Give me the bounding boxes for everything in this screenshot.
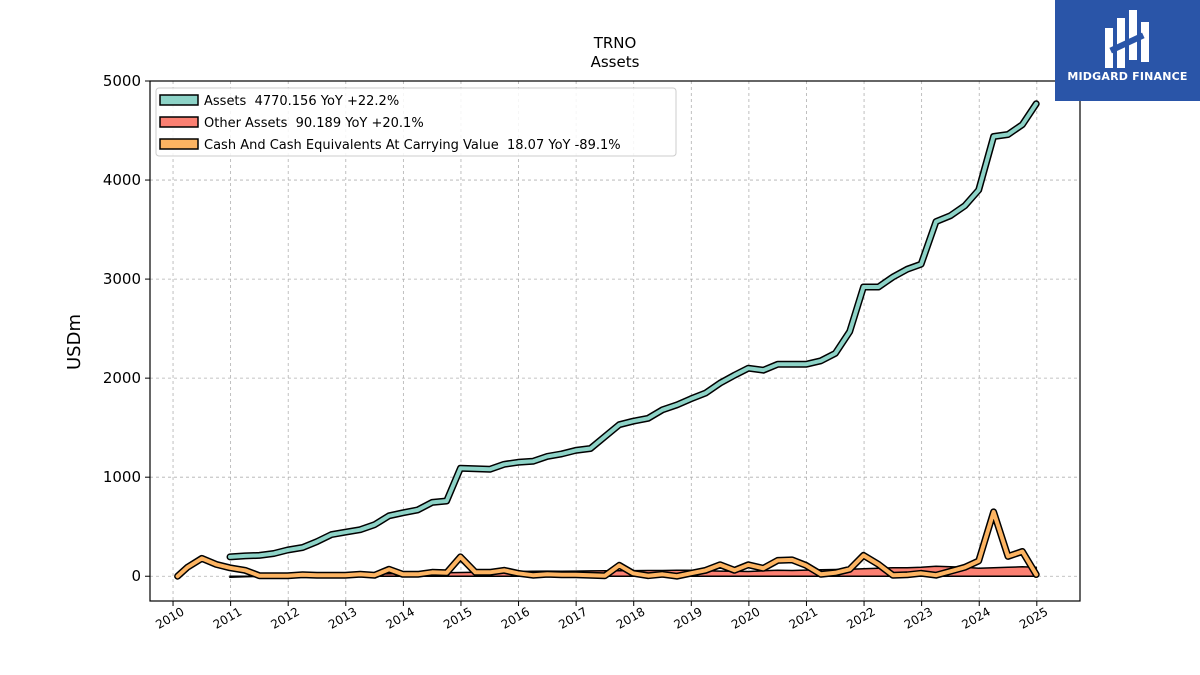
series-line-2 <box>175 509 1039 579</box>
midgard-logo-icon <box>1105 10 1149 68</box>
legend-swatch <box>159 94 199 106</box>
logo-wordmark: MIDGARD FINANCE <box>1067 70 1188 83</box>
plot-frame <box>149 80 1081 602</box>
legend-swatch <box>159 116 199 128</box>
series-lines <box>174 100 1040 580</box>
y-tick-label: 2000 <box>103 369 141 387</box>
legend-label: Assets 4770.156 YoY +22.2% <box>204 94 399 109</box>
y-tick-label: 4000 <box>103 171 141 189</box>
y-tick-label: 3000 <box>103 270 141 288</box>
y-axis-label: USDm <box>64 314 85 370</box>
series-line-0 <box>228 101 1039 559</box>
legend-swatch <box>159 138 199 150</box>
y-tick-label: 5000 <box>103 72 141 90</box>
legend-box <box>155 87 677 157</box>
legend: Assets 4770.156 YoY +22.2% Other Assets 9… <box>155 87 677 157</box>
midgard-finance-logo: MIDGARD FINANCE <box>1055 0 1200 101</box>
y-tick-label: 0 <box>131 567 141 585</box>
legend-label: Other Assets 90.189 YoY +20.1% <box>204 116 424 131</box>
legend-label: Cash And Cash Equivalents At Carrying Va… <box>204 138 621 153</box>
y-tick-label: 1000 <box>103 468 141 486</box>
chart-title: TRNO <box>593 34 637 52</box>
chart-subtitle: Assets <box>591 53 640 71</box>
